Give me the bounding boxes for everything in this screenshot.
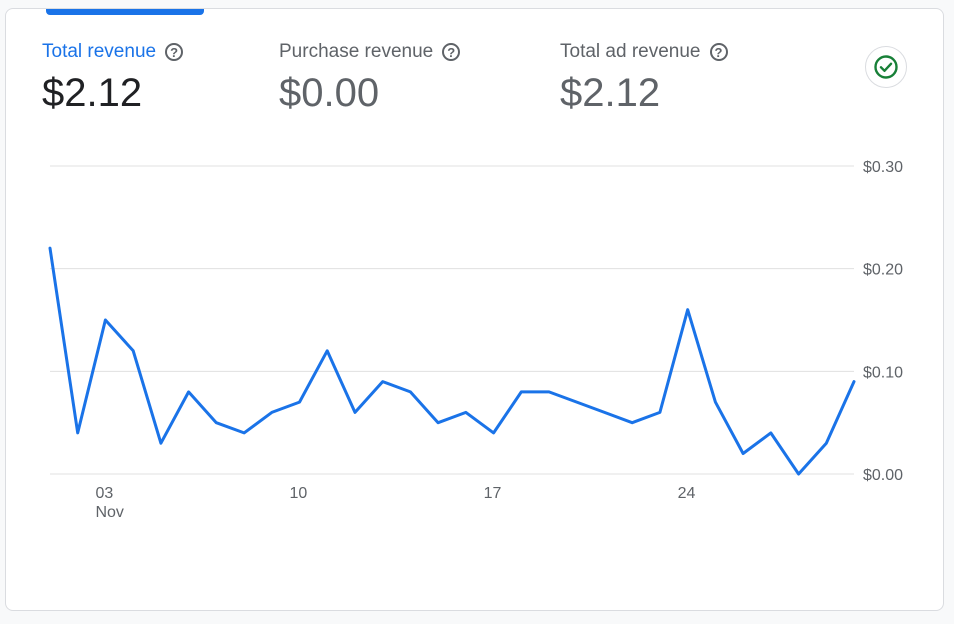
- active-tab-indicator: [46, 9, 204, 15]
- metric-label: Purchase revenue: [279, 41, 434, 62]
- metric-label-container: Total ad revenue ?: [560, 41, 728, 63]
- x-tick-sublabel: Nov: [95, 504, 123, 521]
- revenue-line-chart: $0.30 $0.20 $0.10 $0.00 03 Nov 10 17 24: [48, 159, 903, 521]
- y-tick-label: $0.00: [863, 467, 903, 484]
- metric-tab-total-revenue[interactable]: Total revenue ? $2.12: [42, 41, 184, 115]
- help-icon[interactable]: ?: [165, 43, 184, 61]
- series-line-total-revenue: [48, 246, 856, 476]
- metric-tab-total-ad-revenue[interactable]: Total ad revenue ? $2.12: [560, 41, 728, 113]
- x-tick-label: 24: [678, 485, 696, 502]
- check-circle-icon: [874, 55, 898, 79]
- metric-value: $0.00: [279, 71, 380, 115]
- help-icon[interactable]: ?: [709, 43, 728, 61]
- metric-tab-purchase-revenue[interactable]: Purchase revenue ? $0.00: [279, 41, 461, 115]
- metric-label-container: Total revenue ?: [42, 41, 184, 63]
- metric-label-container: Purchase revenue ?: [279, 41, 461, 63]
- y-tick-label: $0.30: [863, 159, 903, 176]
- metric-value: $2.12: [560, 71, 661, 115]
- x-tick-label: 17: [484, 485, 502, 502]
- status-badge[interactable]: [865, 46, 907, 88]
- metric-value: $2.12: [42, 71, 143, 115]
- metric-label: Total ad revenue: [560, 41, 701, 62]
- help-icon[interactable]: ?: [442, 43, 461, 61]
- x-tick-label: 03: [95, 485, 113, 502]
- revenue-card: Total revenue ? $2.12 Purchase revenue ?…: [5, 8, 944, 611]
- metric-label: Total revenue: [42, 41, 157, 62]
- y-tick-label: $0.20: [863, 262, 903, 279]
- x-tick-label: 10: [290, 485, 308, 502]
- y-tick-label: $0.10: [863, 364, 903, 381]
